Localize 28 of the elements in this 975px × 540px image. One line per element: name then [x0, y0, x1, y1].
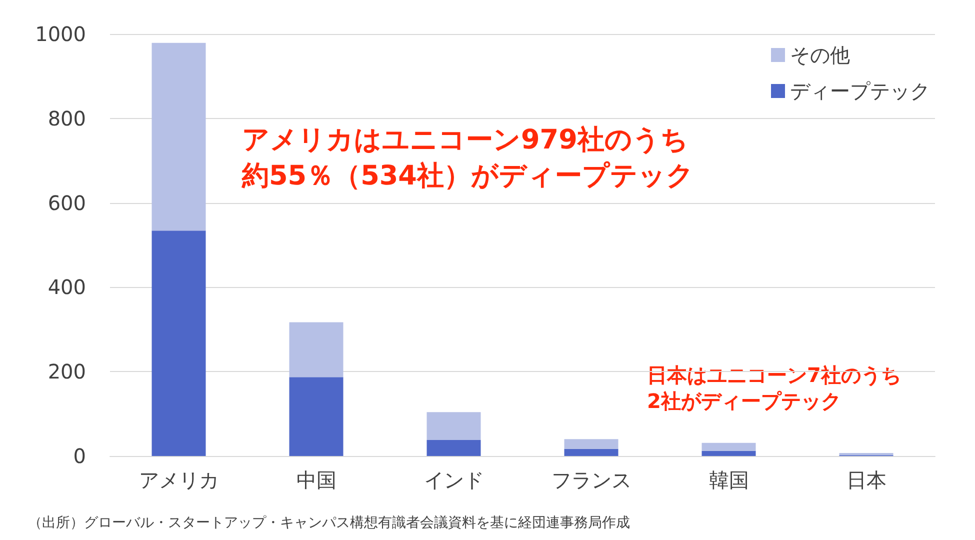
annotation: 2社がディープテック — [647, 389, 841, 413]
bar — [289, 322, 344, 378]
bar — [289, 377, 344, 456]
x-tick-label: 日本 — [846, 468, 886, 492]
x-tick-label: 中国 — [296, 468, 336, 492]
text: （出所）グローバル・スタートアップ・キャンパス構想有識者会議資料を基に経団連事務局作成 — [28, 515, 630, 531]
annotation: 約55％（534社）がディープテック — [241, 160, 694, 192]
legend-label: ディープテック — [790, 79, 930, 103]
bar — [702, 450, 756, 456]
bar — [426, 412, 481, 440]
bar — [564, 439, 618, 449]
x-tick-label: フランス — [551, 468, 632, 492]
legend-label: その他 — [790, 43, 850, 67]
annotation: アメリカはユニコーン979社のうち — [242, 124, 688, 156]
bar — [426, 440, 481, 456]
y-tick-label: 600 — [48, 190, 86, 215]
y-tick-label: 0 — [73, 444, 86, 468]
x-tick-label: アメリカ — [138, 468, 219, 492]
y-tick-label: 800 — [48, 106, 86, 130]
y-tick-label: 400 — [48, 275, 86, 300]
bar — [152, 230, 206, 456]
y-tick-label: 200 — [48, 360, 86, 384]
bar — [152, 42, 206, 231]
bar — [564, 448, 618, 456]
bar — [702, 442, 756, 451]
x-tick-label: 韓国 — [708, 468, 749, 492]
y-tick-label: 1000 — [35, 22, 86, 46]
x-tick-label: インド — [424, 468, 484, 492]
